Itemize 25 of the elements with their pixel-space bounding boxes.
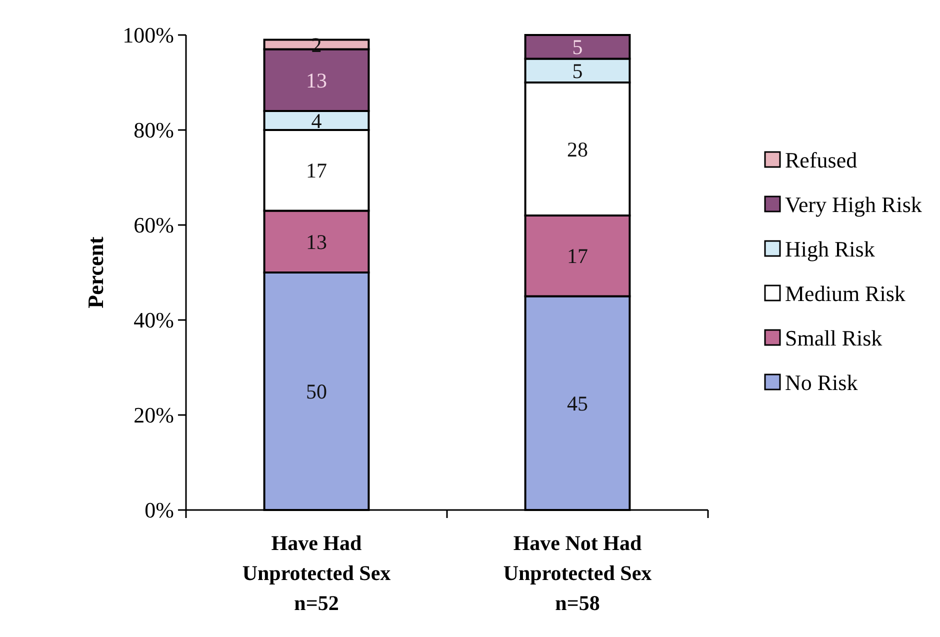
legend-label: High Risk	[785, 236, 875, 262]
y-tick-label: 60%	[134, 212, 174, 238]
y-tick-label: 40%	[134, 308, 174, 333]
data-label: 17	[567, 244, 588, 268]
x-tick-label: Have Had Unprotected Sex n=52	[242, 531, 392, 615]
legend-label: Medium Risk	[785, 281, 906, 306]
legend-label: Small Risk	[785, 326, 882, 351]
legend-label: Very High Risk	[785, 192, 922, 218]
data-label: 50	[306, 380, 327, 404]
data-label: 45	[567, 391, 588, 416]
legend-label: No Risk	[785, 370, 858, 396]
y-tick-label: 80%	[134, 118, 174, 143]
y-tick-label: 100%	[122, 22, 174, 48]
legend-label: Refused	[785, 148, 858, 173]
data-label: 5	[572, 58, 583, 83]
data-label: 5	[572, 35, 583, 60]
data-label: 28	[567, 137, 588, 162]
data-label: 4	[311, 108, 322, 133]
y-tick-label: 20%	[134, 402, 174, 428]
data-label: 13	[306, 230, 327, 254]
y-tick-label: 0%	[144, 498, 174, 523]
data-label: 17	[306, 158, 327, 183]
x-tick-label: Have Not Had Unprotected Sex n=58	[503, 531, 652, 615]
y-axis-title: Percent	[83, 236, 108, 308]
data-label: 13	[306, 68, 327, 92]
